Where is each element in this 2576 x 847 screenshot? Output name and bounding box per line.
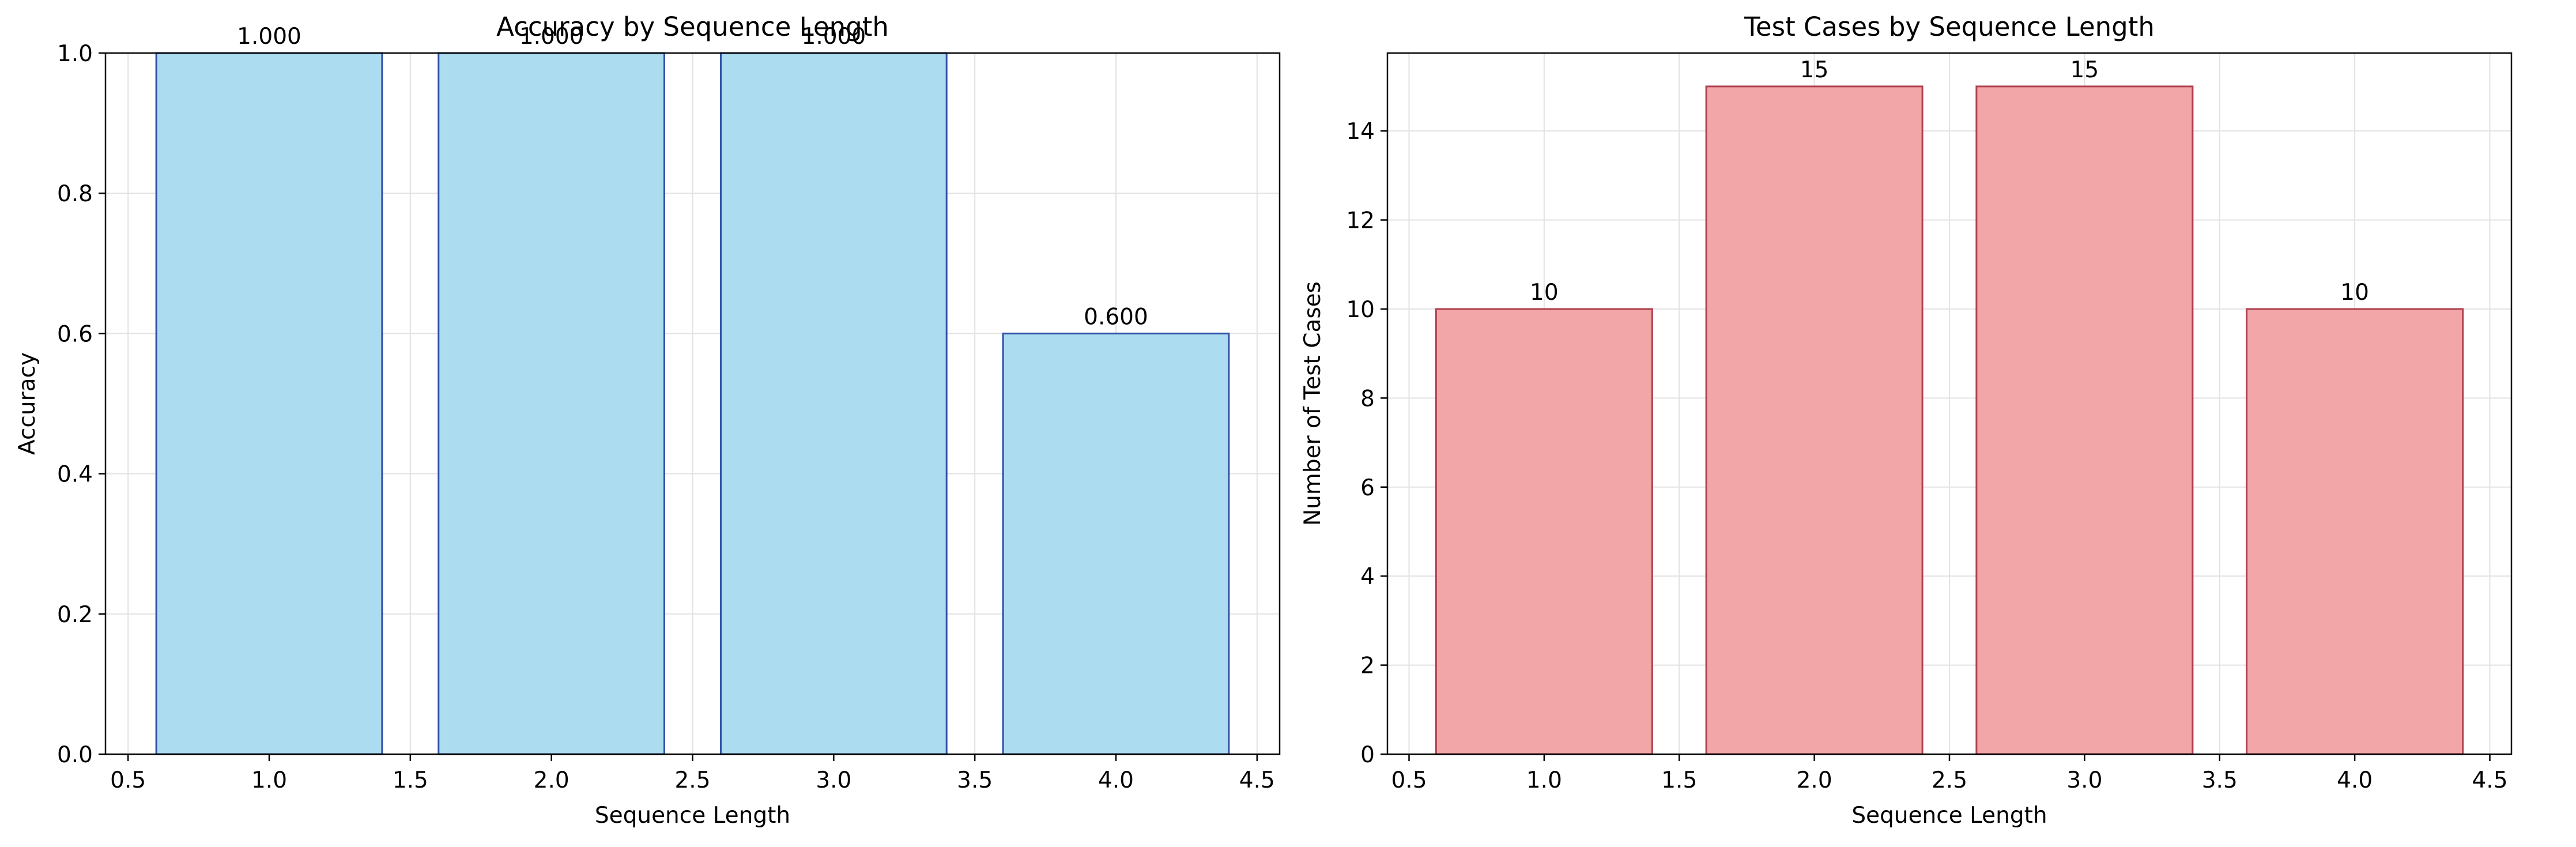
test-cases-x-tick-label: 4.5	[2472, 767, 2507, 793]
accuracy-bar	[719, 52, 948, 755]
test-cases-y-tick-label: 0	[1360, 742, 1375, 768]
accuracy-bar-value-label: 1.000	[802, 24, 866, 50]
test-cases-bar-value-label: 15	[1800, 57, 1829, 83]
test-cases-x-tick-label: 2.0	[1797, 767, 1832, 793]
test-cases-bar	[1975, 85, 2194, 755]
accuracy-x-tick-label: 4.5	[1239, 767, 1275, 793]
accuracy-bar	[437, 52, 666, 755]
test-cases-x-tick-label: 2.5	[1932, 767, 1967, 793]
test-cases-bar-value-label: 10	[1530, 280, 1559, 306]
accuracy-x-tick-label: 0.5	[110, 767, 146, 793]
accuracy-bar-value-label: 1.000	[237, 24, 301, 50]
accuracy-bar-value-label: 0.600	[1084, 304, 1148, 330]
test-cases-y-tick-label: 12	[1346, 208, 1375, 234]
test-cases-y-tick-label: 4	[1360, 564, 1375, 590]
test-cases-bar	[1435, 308, 1653, 755]
accuracy-chart: 0.5 1.0 1.5 2.0 2.5 3.0 3.5 4.0 4.50.00.20.40.60…	[14, 12, 1281, 829]
accuracy-x-tick-label: 3.0	[816, 767, 851, 793]
accuracy-y-axis-label: Accuracy	[14, 352, 40, 455]
test-cases-x-tick-label: 3.5	[2202, 767, 2238, 793]
test-cases-x-axis-label: Sequence Length	[1851, 803, 2047, 829]
test-cases-x-tick-label: 0.5	[1391, 767, 1427, 793]
test-cases-y-tick-label: 2	[1360, 653, 1375, 679]
test-cases-x-tick-label: 3.0	[2066, 767, 2102, 793]
accuracy-chart-title: Accuracy by Sequence Length	[496, 12, 889, 42]
accuracy-bar-value-label: 1.000	[519, 24, 584, 50]
accuracy-y-tick-label: 0.2	[57, 602, 93, 628]
accuracy-bar	[1002, 332, 1230, 755]
accuracy-y-tick-label: 0.0	[57, 742, 93, 768]
accuracy-x-tick-label: 1.5	[393, 767, 428, 793]
test-cases-plot-frame	[1386, 52, 2513, 755]
accuracy-x-tick-label: 2.0	[534, 767, 569, 793]
accuracy-x-tick-label: 1.0	[251, 767, 287, 793]
test-cases-x-tick-label: 1.5	[1661, 767, 1697, 793]
accuracy-x-tick-label: 2.5	[674, 767, 710, 793]
test-cases-x-tick-label: 4.0	[2337, 767, 2373, 793]
accuracy-x-axis-label: Sequence Length	[595, 803, 790, 829]
test-cases-chart: 0.5 1.0 1.5 2.0 2.5 3.0 3.5 4.0 4.5 0 2 4 6 8 10 12 14 1…	[1300, 12, 2513, 829]
accuracy-x-tick-label: 3.5	[957, 767, 993, 793]
test-cases-x-tick-label: 1.0	[1526, 767, 1562, 793]
test-cases-y-axis-label: Number of Test Cases	[1300, 281, 1326, 526]
test-cases-y-tick-label: 8	[1360, 386, 1375, 412]
accuracy-y-tick-label: 0.8	[57, 181, 93, 207]
accuracy-plot-frame	[104, 52, 1281, 755]
test-cases-y-tick-label: 14	[1346, 119, 1375, 145]
accuracy-bar	[155, 52, 383, 755]
test-cases-chart-title: Test Cases by Sequence Length	[1744, 12, 2155, 42]
test-cases-bar	[1705, 85, 1923, 755]
accuracy-y-tick-label: 0.6	[57, 321, 93, 347]
test-cases-y-tick-label: 6	[1360, 475, 1375, 501]
test-cases-bar	[2246, 308, 2464, 755]
test-cases-bar-value-label: 15	[2070, 57, 2099, 83]
accuracy-y-tick-label: 0.4	[57, 462, 93, 488]
test-cases-bar-value-label: 10	[2340, 280, 2369, 306]
test-cases-y-tick-label: 10	[1346, 297, 1375, 323]
accuracy-x-tick-label: 4.0	[1098, 767, 1134, 793]
accuracy-y-tick-label: 1.0	[57, 41, 93, 67]
